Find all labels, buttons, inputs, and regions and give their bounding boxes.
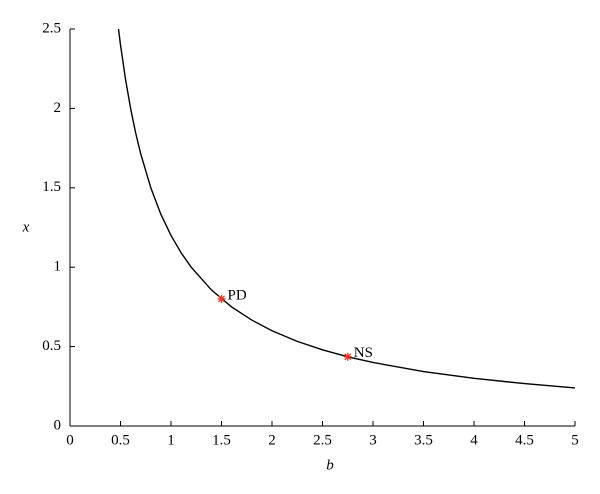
x-tick-label: 5: [571, 432, 579, 448]
x-tick-label: 1.5: [212, 432, 231, 448]
x-tick-label: 0: [66, 432, 74, 448]
x-tick-label: 3.5: [414, 432, 433, 448]
x-tick-label: 4.5: [515, 432, 534, 448]
y-tick-label: 1.5: [42, 179, 61, 195]
y-tick-label: 0.5: [42, 338, 61, 354]
y-tick-label: 0: [54, 417, 62, 433]
y-axis-label: x: [22, 219, 30, 235]
y-tick-label: 2: [54, 100, 62, 116]
point-marker: [217, 294, 226, 303]
point-label: PD: [228, 287, 247, 303]
x-axis-label: b: [326, 457, 334, 473]
y-tick-label: 1: [54, 259, 62, 275]
x-tick-label: 0.5: [111, 432, 130, 448]
point-marker: [343, 352, 352, 361]
x-tick-label: 2: [268, 432, 276, 448]
point-label: NS: [354, 345, 373, 361]
x-tick-label: 1: [167, 432, 175, 448]
x-tick-label: 4: [470, 432, 478, 448]
marker-stroke: [218, 295, 225, 303]
curve: [117, 28, 576, 389]
y-tick-label: 2.5: [42, 20, 61, 36]
marker-stroke: [344, 353, 352, 361]
x-tick-label: 2.5: [313, 432, 332, 448]
x-tick-label: 3: [369, 432, 377, 448]
